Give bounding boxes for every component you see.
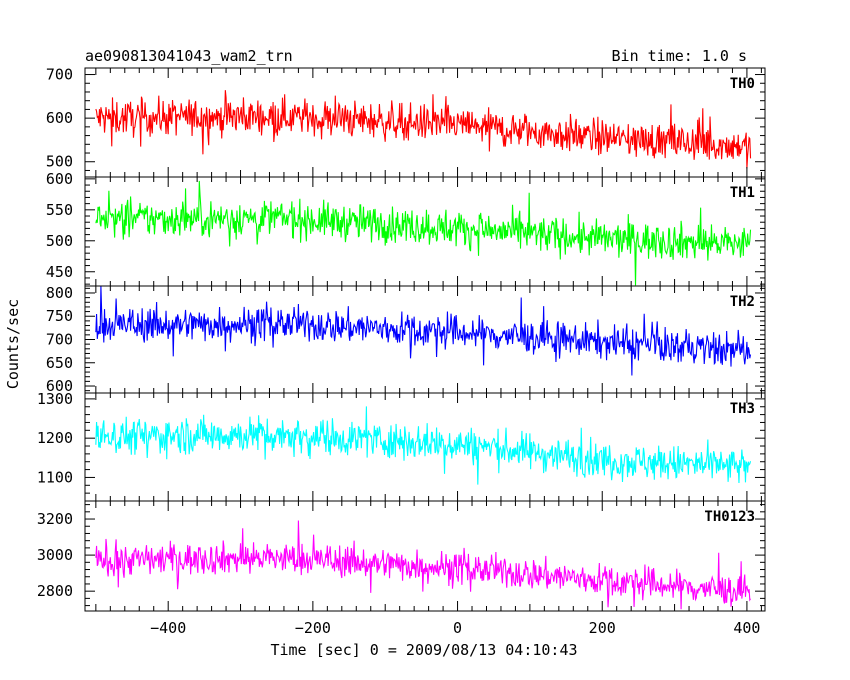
series-th3	[95, 406, 752, 485]
y-tick-label: 1300	[37, 390, 73, 408]
x-axis: −400 −200 0 200 400	[150, 619, 760, 637]
panels-group: 500600700TH0450500550600TH16006507007508…	[37, 66, 766, 612]
y-axis-title: Counts/sec	[4, 299, 22, 389]
panel-th1: 450 500 550 600 TH1	[46, 170, 766, 287]
series-th0123	[95, 520, 751, 610]
y-tick-label: 800	[46, 284, 73, 302]
panel-th2: 600 650 700 750 800 TH2	[46, 284, 766, 395]
panel-label: TH0	[730, 76, 755, 92]
y-tick-label: 2800	[37, 582, 73, 600]
y-tick-label: 650	[46, 354, 73, 372]
y-tick-label: 750	[46, 307, 73, 325]
y-tick-label: 500	[46, 153, 73, 171]
y-tick-label: 500	[46, 232, 73, 250]
y-tick-label: 600	[46, 170, 73, 188]
y-tick-label: 3000	[37, 546, 73, 564]
x-axis-title: Time [sec] 0 = 2009/08/13 04:10:43	[270, 641, 577, 659]
series-th2	[95, 286, 752, 376]
y-tick-label: 550	[46, 201, 73, 219]
series-th1	[95, 180, 752, 286]
x-tick-label: −200	[295, 619, 331, 637]
x-tick-label: 400	[733, 619, 760, 637]
x-tick-label: 0	[453, 619, 462, 637]
panel-label: TH2	[730, 294, 755, 310]
y-tick-label: 600	[46, 109, 73, 127]
bin-time-label: Bin time: 1.0 s	[611, 47, 747, 65]
panel-label: TH0123	[704, 509, 755, 525]
series-th0	[95, 90, 752, 169]
panel-th0: 500 600 700 TH0	[46, 66, 766, 178]
panel-frame	[84, 500, 766, 612]
panel-label: TH3	[730, 401, 755, 417]
x-tick-label: 200	[589, 619, 616, 637]
panel-th3: 1100 1200 1300 TH3	[37, 390, 766, 502]
x-tick-label: −400	[150, 619, 186, 637]
y-tick-label: 700	[46, 66, 73, 84]
panel-frame	[84, 285, 766, 394]
y-tick-label: 3200	[37, 510, 73, 528]
y-tick-label: 1100	[37, 468, 73, 486]
y-tick-label: 600	[46, 377, 73, 395]
y-tick-label: 450	[46, 263, 73, 281]
y-tick-label: 1200	[37, 429, 73, 447]
chart-title: ae090813041043_wam2_trn	[85, 47, 293, 65]
panel-label: TH1	[730, 185, 755, 201]
y-tick-label: 700	[46, 331, 73, 349]
panel-th0123: 2800 3000 3200 TH0123	[37, 500, 766, 612]
